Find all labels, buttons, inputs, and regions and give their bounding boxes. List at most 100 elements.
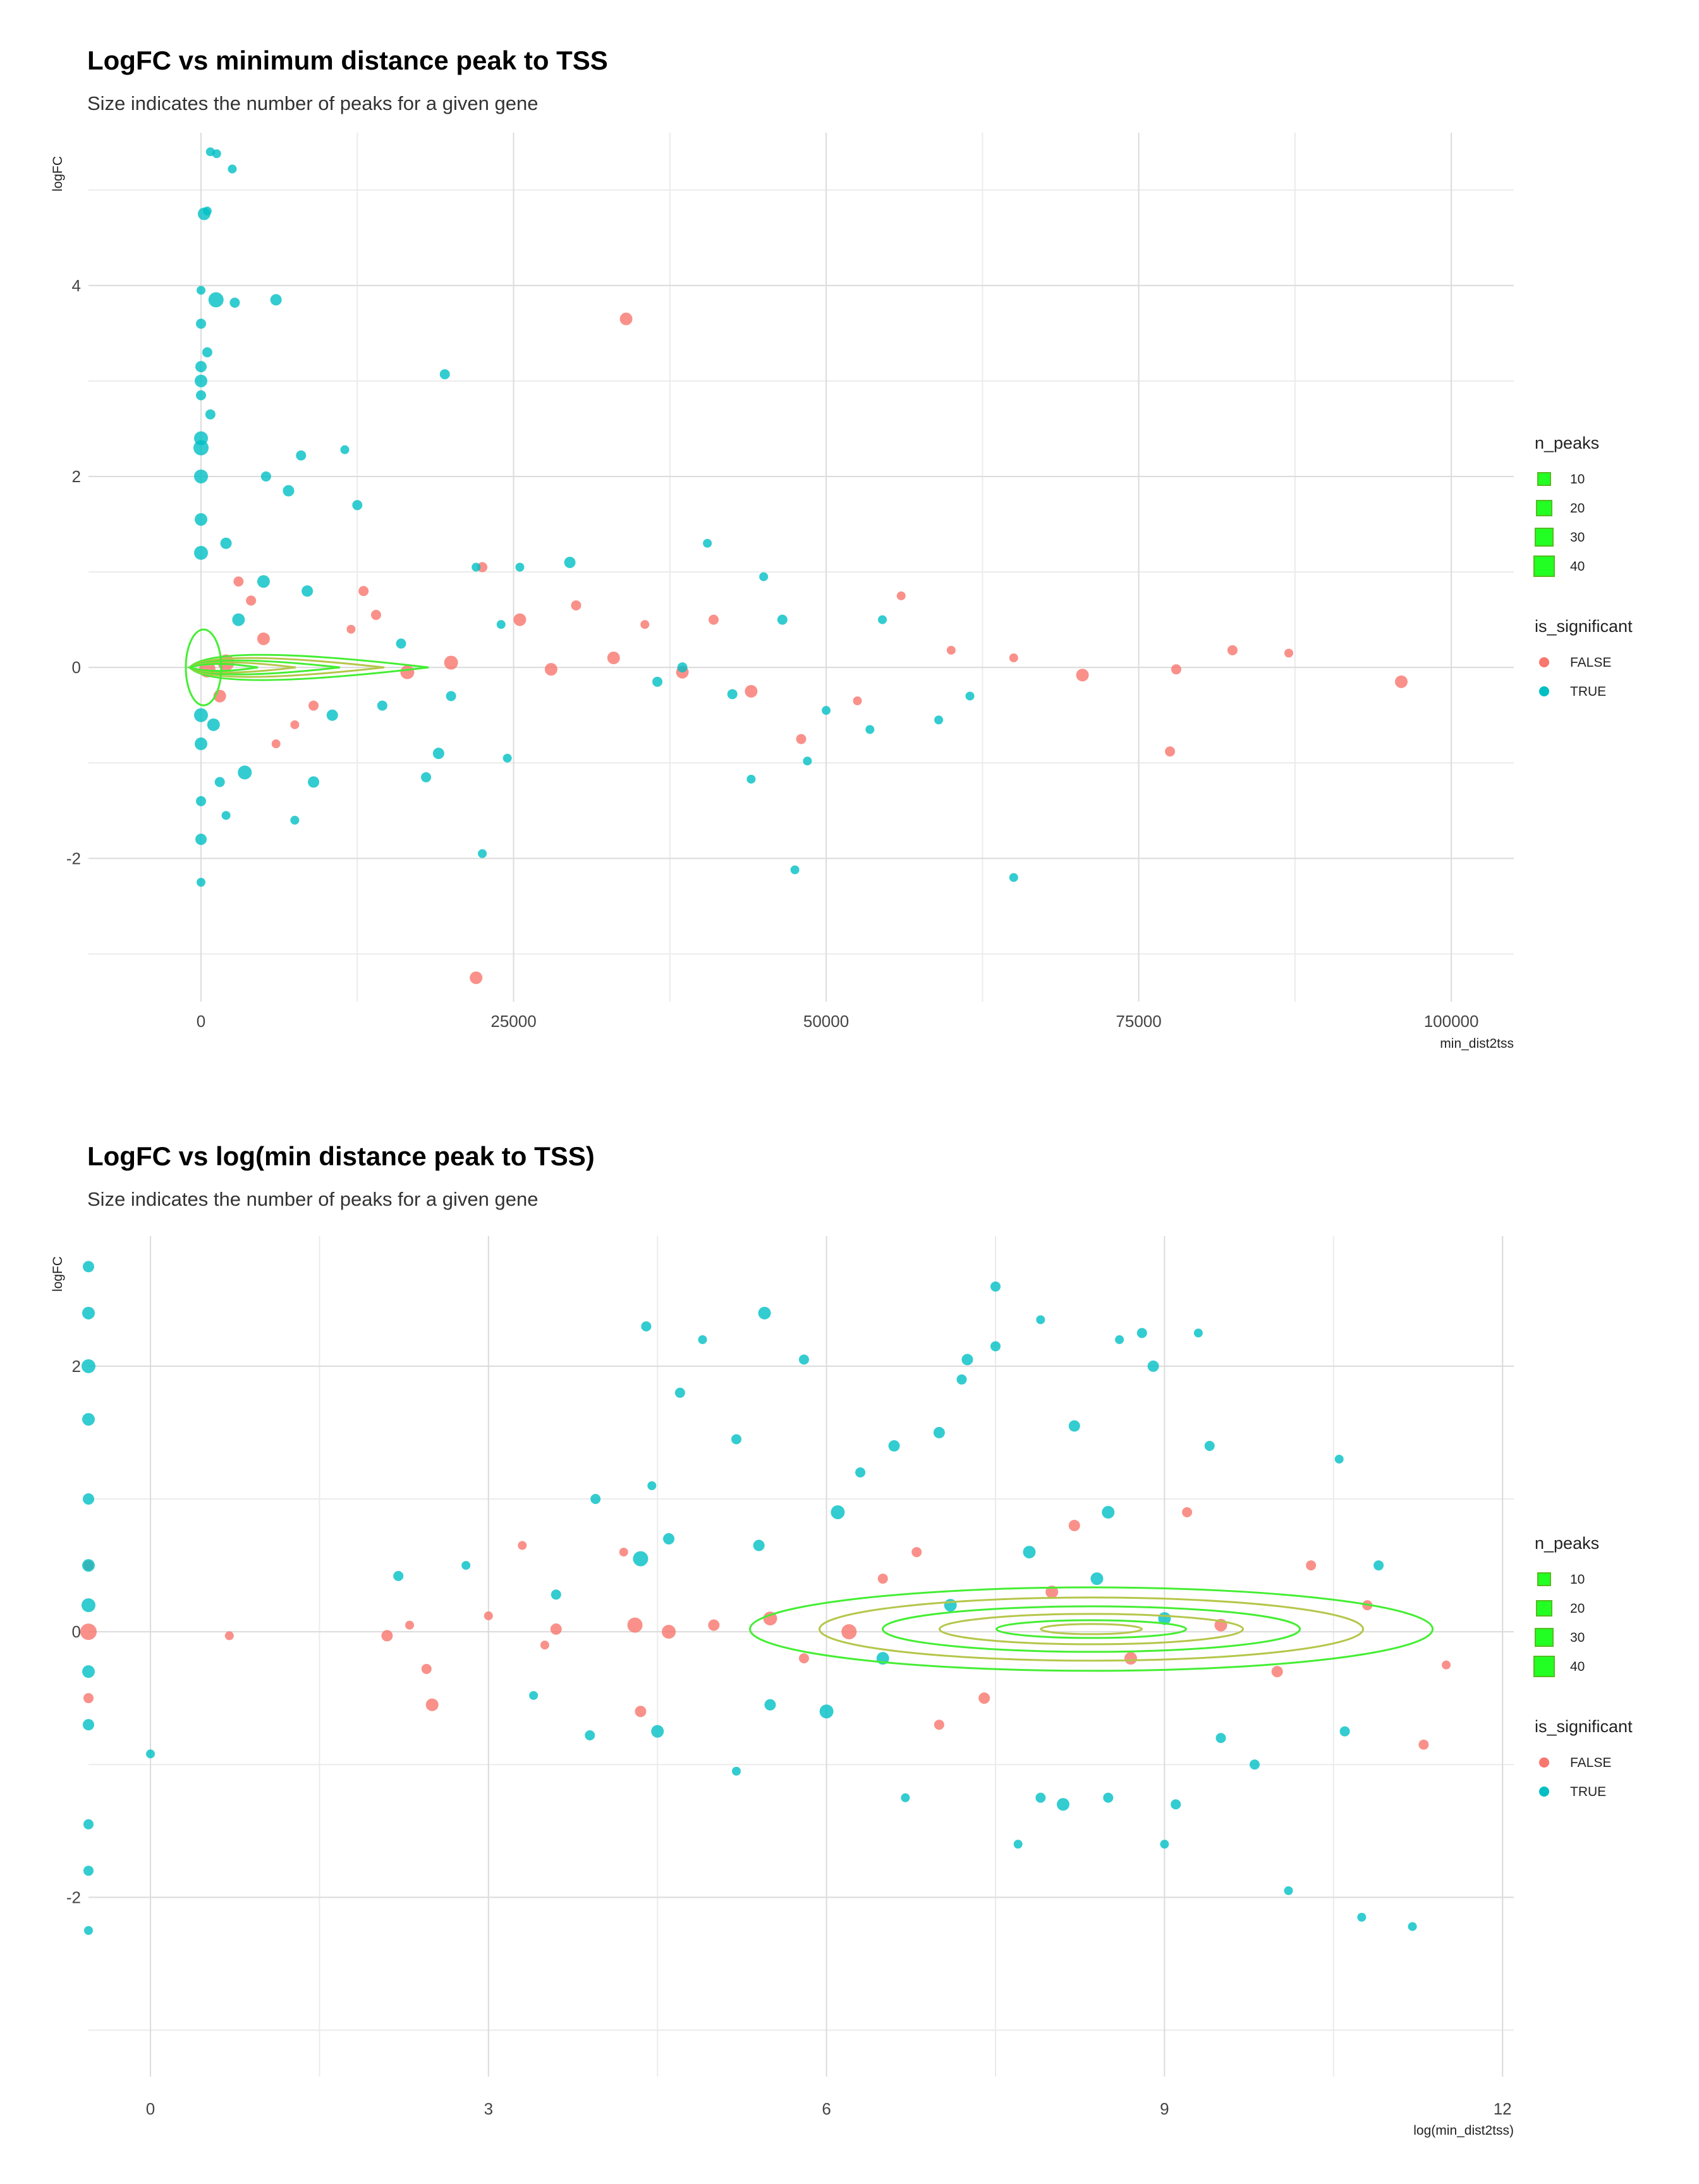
point-true xyxy=(83,1819,94,1829)
point-true xyxy=(590,1494,601,1505)
x-tick-label: 75000 xyxy=(1116,1012,1161,1031)
x-tick-label: 100000 xyxy=(1424,1012,1479,1031)
point-true xyxy=(82,1359,95,1373)
point-true xyxy=(515,562,525,572)
point-false xyxy=(934,1720,944,1730)
point-true xyxy=(446,691,456,701)
point-true xyxy=(933,1426,945,1438)
point-false xyxy=(484,1611,493,1620)
point-true xyxy=(83,1866,94,1876)
point-true xyxy=(208,292,224,308)
point-true xyxy=(901,1793,910,1802)
chart-1-plot: 0 25000 50000 75000 100000 -2 0 2 4 min_dist2tss l… xyxy=(51,133,1633,1051)
contour-line xyxy=(996,1619,1188,1639)
y-axis-label: logFC xyxy=(51,1256,65,1292)
point-true xyxy=(432,748,444,760)
point-false xyxy=(477,562,488,573)
point-false xyxy=(224,1631,234,1641)
point-false xyxy=(745,684,758,698)
point-false xyxy=(627,1617,643,1633)
point-false xyxy=(619,1548,628,1557)
chart-1-legend: n_peaks 10 20 30 40 is_significant FALSE TRUE xyxy=(1533,434,1633,699)
chart-1-title: LogFC vs minimum distance peak to TSS xyxy=(87,46,608,75)
point-true xyxy=(934,715,944,725)
point-true xyxy=(194,545,209,560)
y-tick-label: 0 xyxy=(72,1622,81,1641)
point-true xyxy=(195,737,208,751)
legend-label-n-peaks: 30 xyxy=(1570,1630,1585,1645)
point-true xyxy=(1035,1792,1046,1803)
point-false xyxy=(1394,675,1408,688)
point-true xyxy=(202,206,212,215)
point-true xyxy=(195,374,208,387)
point-false xyxy=(1124,1652,1137,1665)
legend-key-is-significant xyxy=(1539,1787,1549,1797)
point-true xyxy=(1193,1328,1203,1338)
point-true xyxy=(790,865,800,875)
contour-line xyxy=(819,1596,1365,1662)
y-tick-label: 2 xyxy=(72,1357,81,1376)
point-false xyxy=(798,1653,809,1664)
point-false xyxy=(290,720,300,729)
point-false xyxy=(1306,1560,1317,1571)
point-false xyxy=(1182,1507,1193,1518)
point-true xyxy=(82,1598,95,1613)
point-true xyxy=(888,1440,900,1452)
contour-line xyxy=(1040,1623,1143,1635)
x-tick-label: 50000 xyxy=(803,1012,849,1031)
y-tick-label: -2 xyxy=(66,849,81,868)
point-true xyxy=(753,1539,765,1551)
point-true xyxy=(220,537,232,549)
point-true xyxy=(83,1719,94,1731)
point-true xyxy=(1147,1360,1159,1372)
chart-2-plot: 0 3 6 9 12 -2 0 2 log(min_dist2tss) logFC n_peaks 1… xyxy=(51,1236,1633,2138)
legend-key-n-peaks xyxy=(1537,1572,1551,1586)
point-true xyxy=(421,772,432,782)
point-true xyxy=(956,1374,967,1385)
point-true xyxy=(777,614,788,625)
point-true xyxy=(732,1766,741,1776)
x-tick-label: 12 xyxy=(1494,2099,1512,2118)
point-true xyxy=(195,361,207,373)
point-true xyxy=(831,1505,845,1520)
contour-line xyxy=(188,659,341,676)
point-true xyxy=(207,718,220,731)
point-true xyxy=(1056,1798,1069,1811)
legend-label-is-significant: TRUE xyxy=(1570,684,1606,699)
legend-label-n-peaks: 10 xyxy=(1570,1572,1585,1587)
point-true xyxy=(822,706,831,715)
point-true xyxy=(990,1341,1001,1352)
contour-line xyxy=(185,628,222,707)
point-false xyxy=(877,1574,888,1584)
point-true xyxy=(641,1321,652,1332)
contour-line xyxy=(939,1613,1245,1646)
point-false xyxy=(571,600,582,610)
contour-line xyxy=(186,663,259,672)
point-true xyxy=(1334,1454,1344,1464)
point-true xyxy=(651,1725,664,1738)
x-tick-label: 3 xyxy=(484,2099,493,2118)
point-false xyxy=(1076,669,1089,682)
chart-2-grid xyxy=(88,1236,1514,2077)
legend-key-n-peaks xyxy=(1533,1656,1555,1677)
point-true xyxy=(652,676,663,687)
point-true xyxy=(193,440,209,456)
point-true xyxy=(195,834,207,846)
point-true xyxy=(478,849,487,858)
x-axis-label: log(min_dist2tss) xyxy=(1413,2123,1514,2138)
point-true xyxy=(1090,1572,1104,1586)
point-false xyxy=(246,595,257,606)
chart-2-points xyxy=(80,1261,1451,1935)
point-true xyxy=(1215,1733,1226,1744)
point-true xyxy=(83,1493,94,1505)
contour-line xyxy=(882,1605,1301,1653)
point-true xyxy=(731,1434,741,1445)
point-true xyxy=(1160,1840,1169,1849)
point-false xyxy=(841,1624,857,1640)
point-true xyxy=(82,1665,95,1678)
contour-line xyxy=(188,653,429,681)
point-true xyxy=(228,164,237,174)
point-true xyxy=(84,1926,93,1935)
point-false xyxy=(1271,1666,1283,1678)
point-true xyxy=(674,1387,685,1398)
